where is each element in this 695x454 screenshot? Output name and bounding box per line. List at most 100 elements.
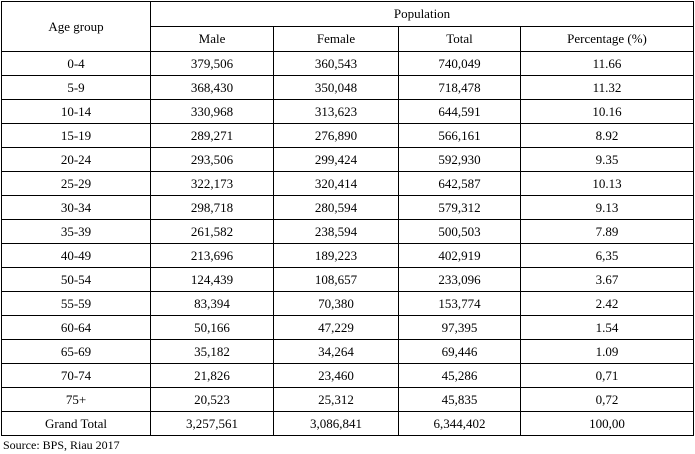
table-row: 75+ 20,523 25,312 45,835 0,72 bbox=[1, 387, 695, 412]
col-header-percentage: Percentage (%) bbox=[519, 26, 695, 52]
cell-percentage: 0,72 bbox=[519, 387, 695, 412]
cell-male: 35,182 bbox=[150, 339, 274, 364]
cell-female: 23,460 bbox=[273, 363, 399, 388]
cell-female: 189,223 bbox=[273, 243, 399, 268]
cell-age-group: 10-14 bbox=[1, 99, 151, 124]
cell-female: 108,657 bbox=[273, 267, 399, 292]
table-body: 0-4 379,506 360,543 740,049 11.66 5-9 368,430 3… bbox=[1, 51, 695, 436]
cell-age-group: 5-9 bbox=[1, 75, 151, 100]
cell-total: 402,919 bbox=[398, 243, 521, 268]
cell-age-group: 50-54 bbox=[1, 267, 151, 292]
table-row: 5-9 368,430 350,048 718,478 11.32 bbox=[1, 75, 695, 100]
cell-age-group: 65-69 bbox=[1, 339, 151, 364]
cell-total: 6,344,402 bbox=[398, 411, 521, 436]
cell-age-group: 25-29 bbox=[1, 171, 151, 196]
table-row: 10-14 330,968 313,623 644,591 10.16 bbox=[1, 99, 695, 124]
cell-percentage: 6,35 bbox=[519, 243, 695, 268]
cell-total: 740,049 bbox=[398, 51, 521, 76]
header-row-1: Age group Population bbox=[1, 1, 695, 52]
cell-male: 298,718 bbox=[150, 195, 274, 220]
cell-total: 592,930 bbox=[398, 147, 521, 172]
cell-female: 238,594 bbox=[273, 219, 399, 244]
cell-percentage: 11.66 bbox=[519, 51, 695, 76]
cell-age-group: 20-24 bbox=[1, 147, 151, 172]
cell-age-group: 40-49 bbox=[1, 243, 151, 268]
cell-age-group: 75+ bbox=[1, 387, 151, 412]
cell-total: 566,161 bbox=[398, 123, 521, 148]
cell-male: 213,696 bbox=[150, 243, 274, 268]
cell-male: 50,166 bbox=[150, 315, 274, 340]
cell-total: 718,478 bbox=[398, 75, 521, 100]
cell-total: 97,395 bbox=[398, 315, 521, 340]
population-table: Age group Population Male Female Total P… bbox=[1, 1, 695, 436]
cell-female: 34,264 bbox=[273, 339, 399, 364]
table-row: 65-69 35,182 34,264 69,446 1.09 bbox=[1, 339, 695, 364]
table-row: 20-24 293,506 299,424 592,930 9.35 bbox=[1, 147, 695, 172]
table-row: 30-34 298,718 280,594 579,312 9.13 bbox=[1, 195, 695, 220]
cell-female: 320,414 bbox=[273, 171, 399, 196]
cell-male: 124,439 bbox=[150, 267, 274, 292]
cell-age-group: 0-4 bbox=[1, 51, 151, 76]
cell-percentage: 9.13 bbox=[519, 195, 695, 220]
cell-female: 3,086,841 bbox=[273, 411, 399, 436]
cell-age-group: 55-59 bbox=[1, 291, 151, 316]
table-row: 25-29 322,173 320,414 642,587 10.13 bbox=[1, 171, 695, 196]
cell-male: 322,173 bbox=[150, 171, 274, 196]
cell-male: 330,968 bbox=[150, 99, 274, 124]
cell-percentage: 0,71 bbox=[519, 363, 695, 388]
cell-male: 83,394 bbox=[150, 291, 274, 316]
cell-male: 368,430 bbox=[150, 75, 274, 100]
table-row: 70-74 21,826 23,460 45,286 0,71 bbox=[1, 363, 695, 388]
col-header-age-group: Age group bbox=[1, 1, 151, 52]
cell-percentage: 11.32 bbox=[519, 75, 695, 100]
col-header-total: Total bbox=[398, 26, 521, 52]
cell-male: 289,271 bbox=[150, 123, 274, 148]
cell-percentage: 7.89 bbox=[519, 219, 695, 244]
cell-total: 45,835 bbox=[398, 387, 521, 412]
cell-percentage: 8.92 bbox=[519, 123, 695, 148]
cell-female: 47,229 bbox=[273, 315, 399, 340]
cell-total: 69,446 bbox=[398, 339, 521, 364]
header-row-2: Male Female Total Percentage (%) bbox=[2, 26, 695, 52]
cell-total: 500,503 bbox=[398, 219, 521, 244]
table-row: 55-59 83,394 70,380 153,774 2.42 bbox=[1, 291, 695, 316]
cell-total: 45,286 bbox=[398, 363, 521, 388]
cell-percentage: 10.16 bbox=[519, 99, 695, 124]
cell-percentage: 9.35 bbox=[519, 147, 695, 172]
cell-percentage: 3.67 bbox=[519, 267, 695, 292]
cell-female: 70,380 bbox=[273, 291, 399, 316]
table-row: 40-49 213,696 189,223 402,919 6,35 bbox=[1, 243, 695, 268]
cell-age-group: 70-74 bbox=[1, 363, 151, 388]
cell-female: 313,623 bbox=[273, 99, 399, 124]
source-note: Source: BPS, Riau 2017 bbox=[3, 438, 120, 452]
cell-age-group: Grand Total bbox=[1, 411, 151, 436]
cell-male: 261,582 bbox=[150, 219, 274, 244]
cell-total: 642,587 bbox=[398, 171, 521, 196]
cell-female: 25,312 bbox=[273, 387, 399, 412]
col-header-female: Female bbox=[273, 26, 399, 52]
table-row: 15-19 289,271 276,890 566,161 8.92 bbox=[1, 123, 695, 148]
grand-total-row: Grand Total 3,257,561 3,086,841 6,344,402 10… bbox=[1, 411, 695, 436]
cell-female: 299,424 bbox=[273, 147, 399, 172]
cell-female: 280,594 bbox=[273, 195, 399, 220]
table-row: 50-54 124,439 108,657 233,096 3.67 bbox=[1, 267, 695, 292]
cell-percentage: 100,00 bbox=[519, 411, 695, 436]
cell-total: 644,591 bbox=[398, 99, 521, 124]
cell-total: 233,096 bbox=[398, 267, 521, 292]
table-row: 60-64 50,166 47,229 97,395 1.54 bbox=[1, 315, 695, 340]
cell-male: 3,257,561 bbox=[150, 411, 274, 436]
cell-percentage: 1.54 bbox=[519, 315, 695, 340]
col-header-male: Male bbox=[150, 26, 274, 52]
cell-male: 21,826 bbox=[150, 363, 274, 388]
cell-total: 579,312 bbox=[398, 195, 521, 220]
cell-total: 153,774 bbox=[398, 291, 521, 316]
col-header-population-group: Population bbox=[149, 1, 695, 27]
table-row: 35-39 261,582 238,594 500,503 7.89 bbox=[1, 219, 695, 244]
cell-percentage: 1.09 bbox=[519, 339, 695, 364]
cell-female: 276,890 bbox=[273, 123, 399, 148]
table-row: 0-4 379,506 360,543 740,049 11.66 bbox=[1, 51, 695, 76]
cell-age-group: 35-39 bbox=[1, 219, 151, 244]
cell-age-group: 30-34 bbox=[1, 195, 151, 220]
cell-female: 350,048 bbox=[273, 75, 399, 100]
cell-percentage: 2.42 bbox=[519, 291, 695, 316]
